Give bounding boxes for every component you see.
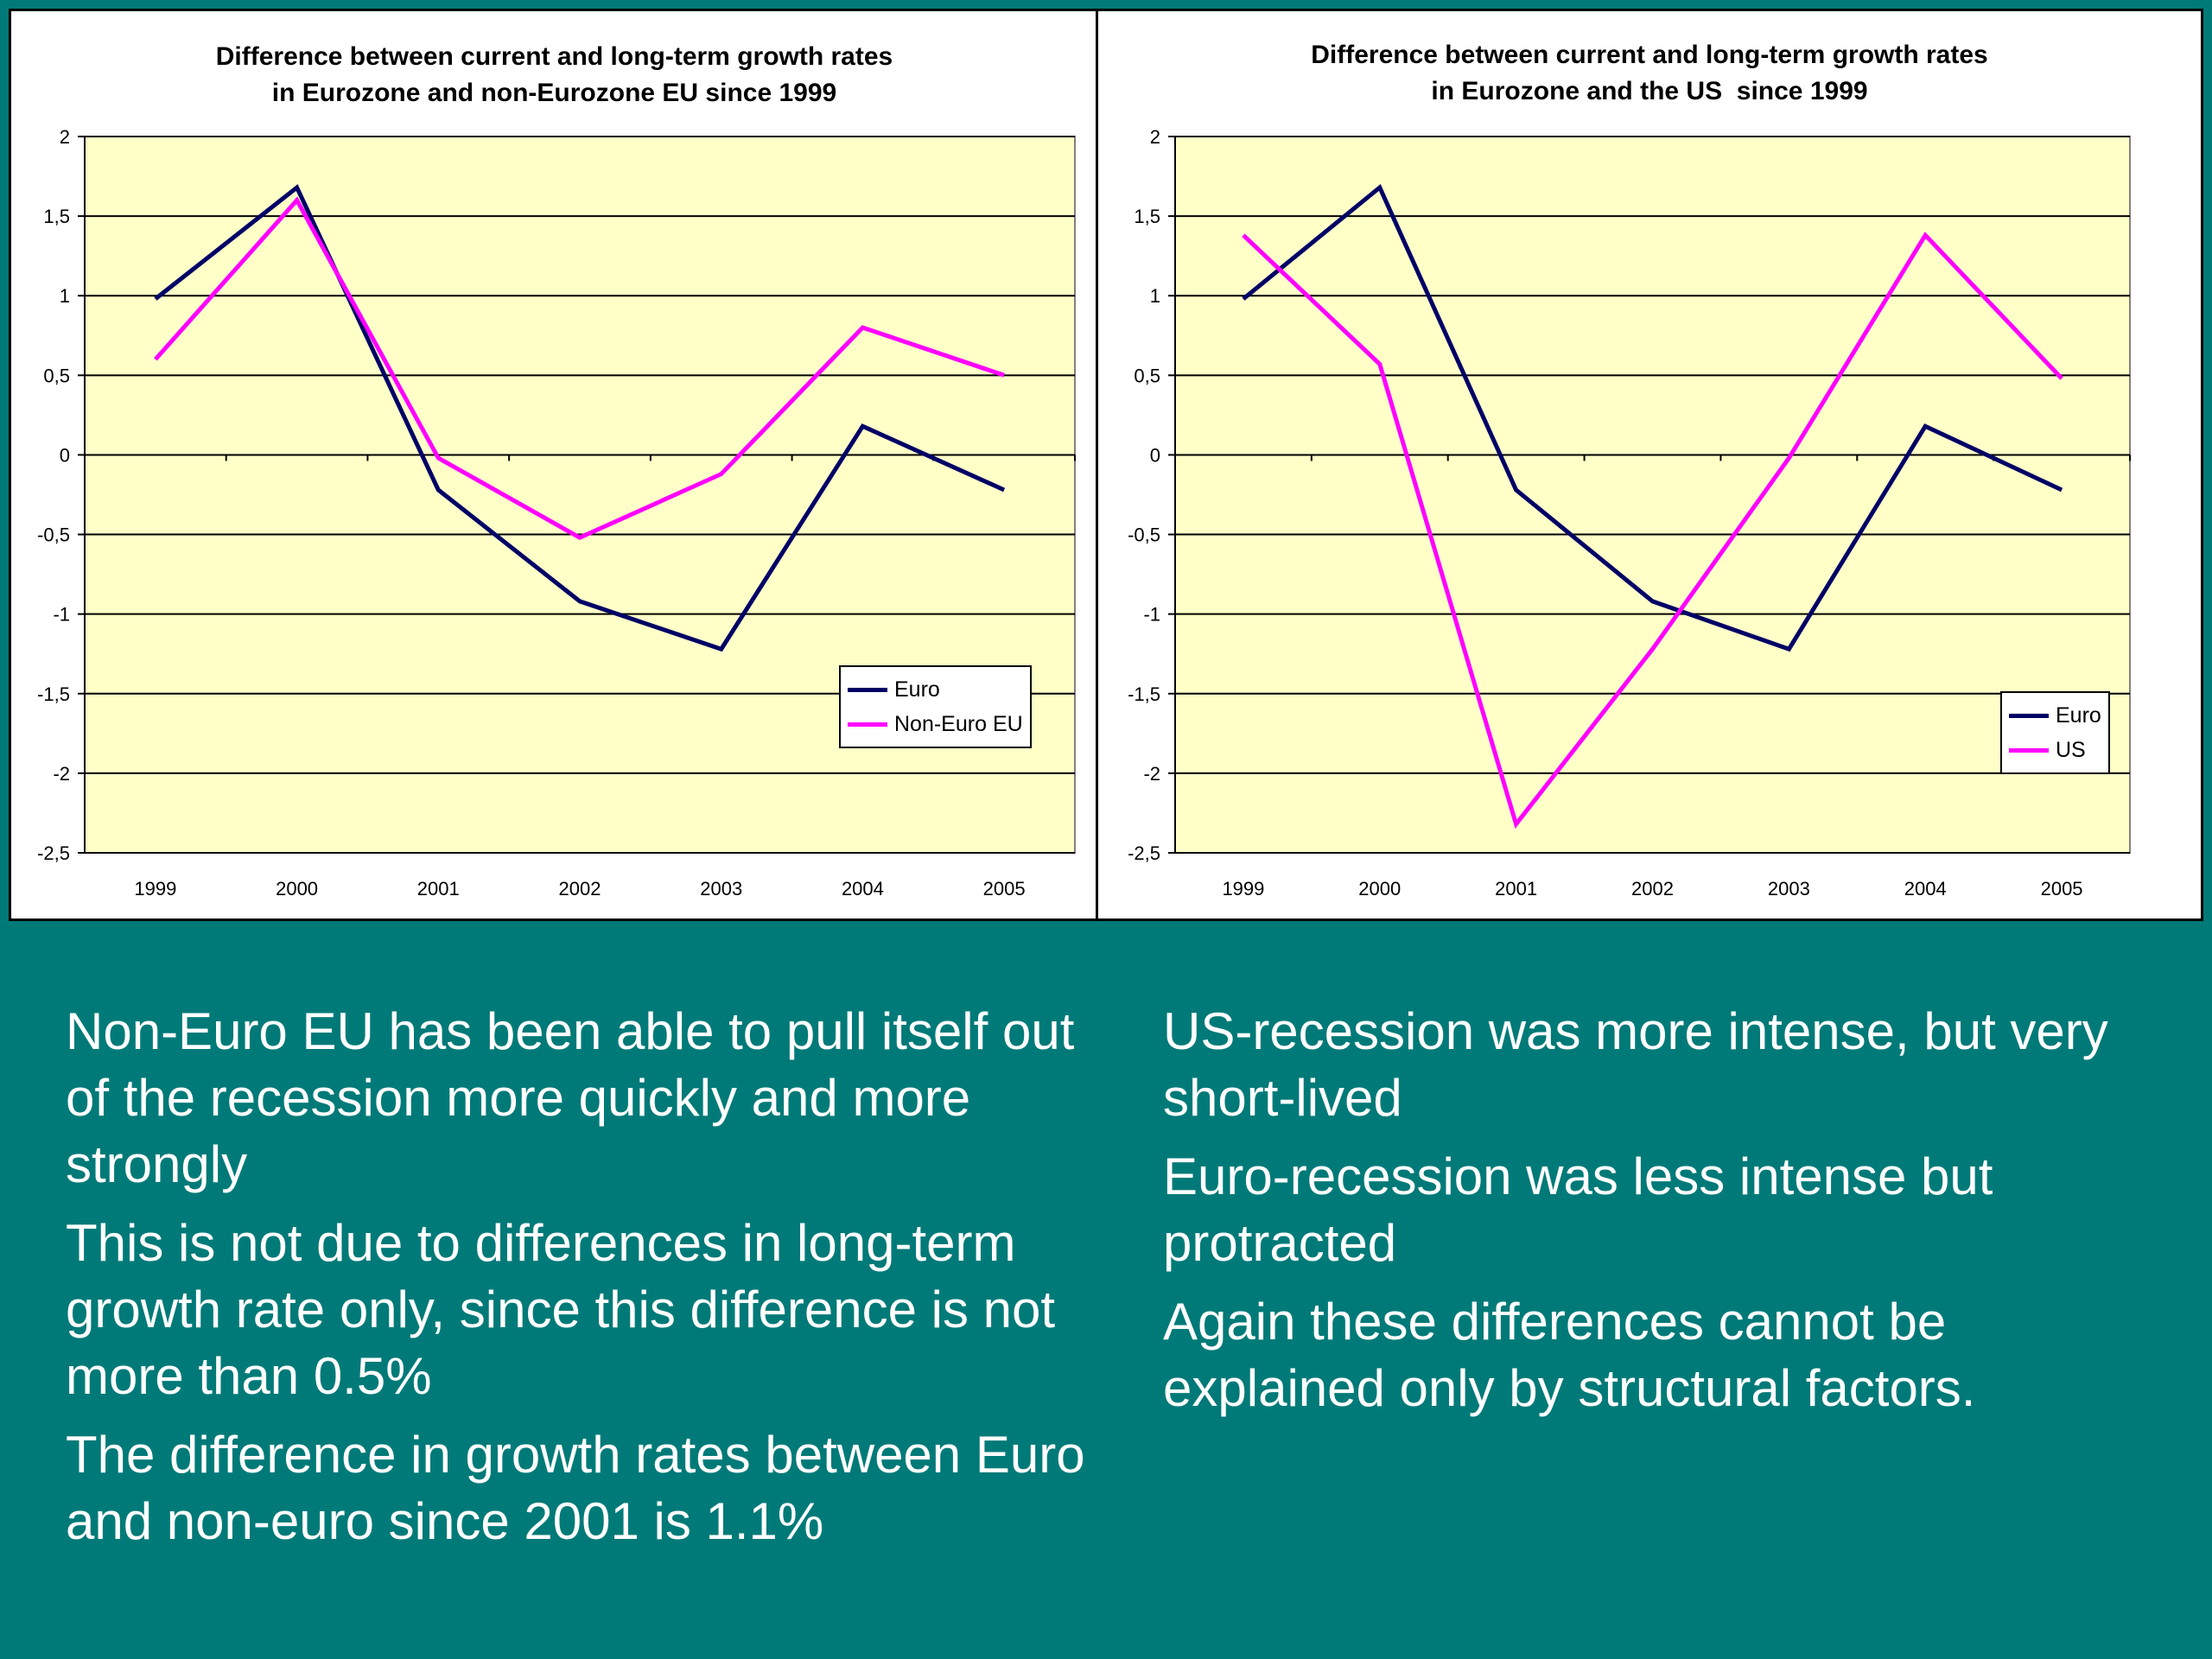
- y-tick-label: 0,5: [43, 365, 70, 386]
- paragraph: The difference in growth rates between E…: [66, 1426, 1085, 1550]
- legend-entry: US: [2009, 733, 2101, 767]
- text-column-right: US-recession was more intense, but very …: [1163, 998, 2157, 1433]
- paragraph: This is not due to differences in long-t…: [66, 1214, 1056, 1405]
- x-tick-label: 1999: [134, 878, 176, 899]
- chart-title: Difference between current and long-term…: [1098, 37, 2201, 110]
- x-tick-label: 2002: [559, 878, 601, 899]
- x-tick-label: 2000: [276, 878, 318, 899]
- text-column-left: Non-Euro EU has been able to pull itself…: [66, 998, 1120, 1567]
- paragraph: Euro-recession was less intense but prot…: [1163, 1147, 1993, 1272]
- y-tick-label: -2,5: [37, 842, 70, 864]
- y-tick-label: 1: [60, 285, 70, 307]
- y-tick-label: -2: [1143, 763, 1160, 785]
- chart-title-line-2: in Eurozone and non-Eurozone EU since 19…: [271, 79, 837, 107]
- x-tick-label: 2003: [700, 878, 742, 899]
- y-tick-label: -0,5: [1128, 524, 1160, 546]
- paragraph: Non-Euro EU has been able to pull itself…: [66, 1002, 1075, 1193]
- legend-entry: Non-Euro EU: [848, 707, 1023, 741]
- chart-panel-left: Difference between current and long-term…: [9, 9, 1100, 921]
- y-tick-label: -2: [53, 763, 70, 785]
- legend-swatch: [848, 721, 887, 727]
- chart-svg: 2 1,5 1 0,5 0 -0,5 -1 -1,5 -2 -2,5 1999 2000 2001 200…: [37, 126, 1076, 899]
- y-tick-label: -1,5: [1128, 683, 1160, 705]
- chart-panel-right: Difference between current and long-term…: [1096, 9, 2203, 921]
- legend-entry: Euro: [2009, 698, 2101, 733]
- y-tick-label: 2: [1150, 126, 1160, 148]
- paragraph: US-recession was more intense, but very …: [1163, 1002, 2108, 1127]
- series-line-euro: [154, 184, 1006, 652]
- chart-title-line-2: in Eurozone and the US since 1999: [1431, 77, 1868, 105]
- legend-label: Non-Euro EU: [894, 711, 1023, 736]
- chart-legend: Euro Non-Euro EU: [839, 665, 1032, 748]
- y-tick-label: -1: [1143, 604, 1160, 626]
- y-tick-label: 1: [1150, 285, 1160, 307]
- y-tick-label: 1,5: [43, 206, 70, 227]
- y-tick-label: -1,5: [37, 683, 70, 705]
- x-tick-label: 2004: [842, 878, 884, 899]
- x-tick-label: 2001: [417, 878, 460, 899]
- chart-title-line-1: Difference between current and long-term…: [1311, 41, 1988, 69]
- x-tick-label: 2000: [1358, 878, 1401, 899]
- x-tick-label: 2005: [983, 878, 1026, 899]
- y-tick-label: 0: [1150, 444, 1160, 466]
- chart-svg: 2 1,5 1 0,5 0 -0,5 -1 -1,5 -2 -2,5 1999 2000 2001 200…: [1128, 126, 2131, 899]
- y-tick-label: -0,5: [37, 524, 70, 546]
- legend-swatch: [2009, 713, 2049, 718]
- x-tick-label: 2004: [1904, 878, 1947, 899]
- y-tick-label: -1: [53, 604, 70, 626]
- paragraph: Again these differences cannot be explai…: [1163, 1293, 1976, 1417]
- x-tick-label: 2003: [1768, 878, 1810, 899]
- series-line-us: [1242, 232, 2063, 830]
- chart-title: Difference between current and long-term…: [11, 39, 1097, 111]
- x-tick-label: 2001: [1495, 878, 1537, 899]
- plot-area: [1174, 136, 2131, 854]
- series-line-euro: [1242, 184, 2063, 652]
- y-tick-label: 2: [60, 126, 70, 148]
- legend-swatch: [848, 687, 887, 692]
- legend-swatch: [2009, 747, 2049, 753]
- x-tick-label: 1999: [1222, 878, 1264, 899]
- y-tick-label: -2,5: [1128, 842, 1160, 864]
- y-tick-label: 0: [60, 444, 70, 466]
- chart-legend: Euro US: [2000, 691, 2110, 774]
- y-tick-label: 0,5: [1134, 365, 1160, 386]
- legend-label: Euro: [894, 677, 940, 702]
- series-line-non-euro-eu: [154, 196, 1005, 540]
- y-tick-label: 1,5: [1134, 206, 1160, 227]
- legend-label: US: [2056, 737, 2086, 762]
- x-tick-label: 2005: [2041, 878, 2083, 899]
- legend-entry: Euro: [848, 672, 1023, 707]
- legend-label: Euro: [2056, 702, 2101, 728]
- x-tick-label: 2002: [1631, 878, 1674, 899]
- chart-title-line-1: Difference between current and long-term…: [215, 42, 893, 71]
